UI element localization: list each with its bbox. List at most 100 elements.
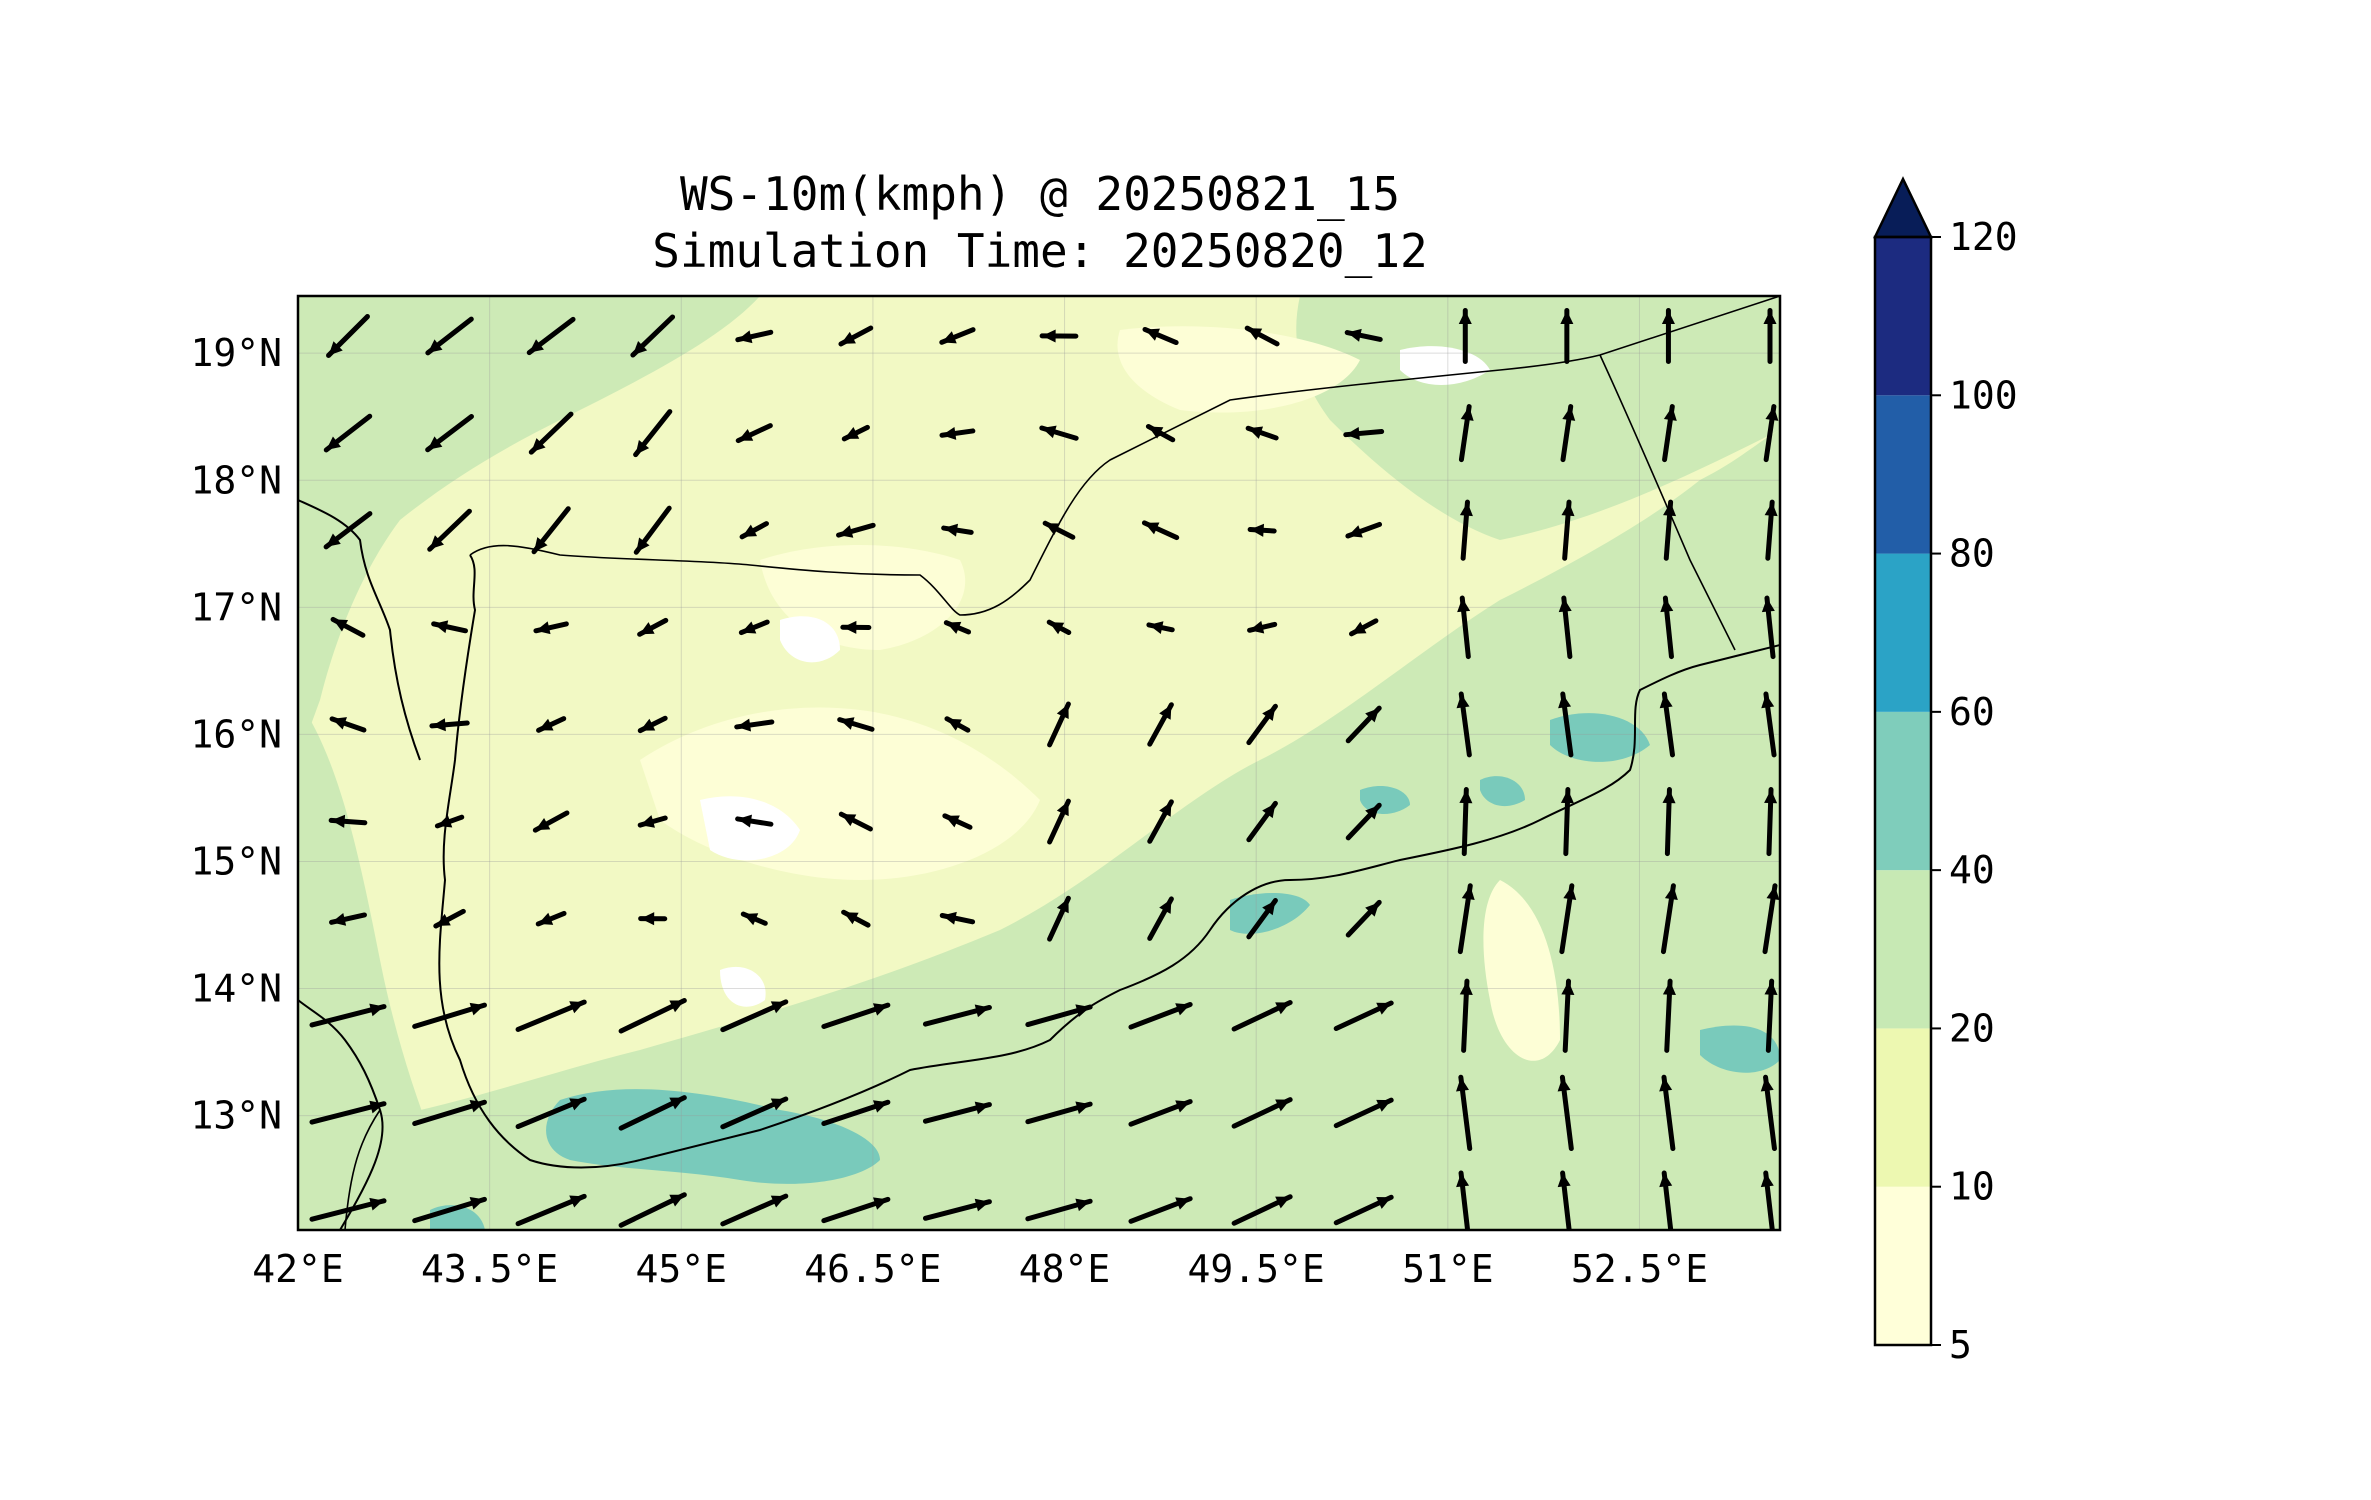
wind-vectors	[309, 307, 1780, 1230]
contour-band-20-40-south	[298, 430, 1780, 1230]
wind-vector	[515, 1193, 587, 1227]
y-tick-label: 19°N	[190, 331, 282, 375]
wind-vector	[412, 1196, 487, 1224]
wind-vector	[1231, 1097, 1293, 1129]
wind-vector	[1761, 595, 1776, 660]
y-tick-label: 15°N	[190, 839, 282, 883]
wind-vector	[412, 1099, 487, 1127]
calm-area-1	[700, 796, 800, 861]
wind-vector	[1147, 896, 1174, 941]
colorbar-tick-label: 60	[1949, 690, 1995, 734]
wind-vector	[821, 1099, 891, 1127]
wind-vector	[1039, 425, 1079, 441]
wind-vector	[836, 522, 876, 538]
colorbar-tick-label: 40	[1949, 848, 1995, 892]
wind-vector	[1558, 691, 1574, 758]
wind-vector	[720, 999, 789, 1033]
wind-vector	[1763, 404, 1779, 463]
title-line-2: Simulation Time: 20250820_12	[652, 224, 1427, 278]
wind-vector	[431, 620, 468, 634]
contour-band-40-60-east-1	[1550, 713, 1650, 762]
wind-vector	[309, 1100, 387, 1125]
wind-vector	[720, 1096, 789, 1130]
wind-vector	[326, 314, 370, 358]
wind-vector	[425, 413, 474, 453]
wind-vector	[1246, 898, 1278, 940]
contour-band-20-40-north	[298, 296, 760, 760]
wind-vector	[630, 314, 676, 358]
wind-vector	[838, 811, 873, 832]
gridlines	[298, 296, 1780, 1230]
wind-vector	[1128, 1001, 1193, 1030]
wind-vector	[1764, 978, 1778, 1053]
wind-vector	[1557, 1170, 1572, 1230]
wind-vector	[1659, 1170, 1674, 1230]
title-line-1: WS-10m(kmph) @ 20250821_15	[680, 167, 1400, 221]
wind-vector	[1560, 787, 1574, 857]
wind-vector	[1558, 595, 1573, 660]
x-tick-label: 43.5°E	[421, 1247, 558, 1291]
colorbar-tick-label: 120	[1949, 215, 2018, 259]
x-tick-label: 48°E	[1019, 1247, 1111, 1291]
wind-vector	[1663, 499, 1677, 561]
wind-vector	[1345, 899, 1382, 938]
wind-vector	[1039, 329, 1079, 343]
y-tick-label: 17°N	[190, 585, 282, 629]
wind-vector	[1047, 701, 1071, 748]
wind-vector	[1561, 978, 1575, 1053]
x-tick-label: 49.5°E	[1188, 1247, 1325, 1291]
wind-vector	[1661, 307, 1675, 365]
contour-band-40-60-east-3	[1360, 785, 1410, 815]
colorbar-segment	[1875, 237, 1931, 396]
wind-vector	[618, 998, 687, 1034]
wind-vector	[433, 908, 466, 929]
wind-vector	[1141, 520, 1180, 541]
wind-vector	[1457, 595, 1471, 660]
wind-vector	[618, 1095, 687, 1131]
x-axis: 42°E 43.5°E 45°E 46.5°E 48°E 49.5°E 51°E 52.5°E	[252, 1247, 1708, 1291]
wind-vector	[1042, 520, 1076, 540]
wind-vector	[939, 327, 976, 345]
wind-vector	[309, 1197, 387, 1222]
wind-vector	[1560, 404, 1576, 463]
colorbar-segment	[1875, 1028, 1931, 1187]
contour-band-5-10-east	[1483, 880, 1560, 1061]
wind-vector	[1456, 691, 1472, 758]
wind-vector	[1458, 404, 1474, 463]
wind-vector	[1762, 883, 1780, 955]
x-tick-label: 45°E	[636, 1247, 728, 1291]
contour-fills	[298, 296, 1780, 1230]
wind-vector	[1147, 799, 1174, 844]
wind-vector	[1333, 1097, 1394, 1129]
colorbar-segment	[1875, 553, 1931, 712]
wind-vector	[526, 316, 576, 356]
colorbar-segment	[1875, 395, 1931, 554]
wind-vector	[1459, 787, 1473, 857]
wind-vector	[1046, 619, 1072, 635]
contour-band-40-60-east-2	[1700, 1025, 1780, 1073]
wind-vector	[434, 814, 465, 829]
wind-vector	[735, 329, 774, 344]
wind-vector	[1345, 802, 1382, 841]
wind-vector	[838, 325, 874, 347]
contour-band-40-60-gulf	[546, 1089, 880, 1184]
wind-vector	[412, 1002, 487, 1029]
wind-vector	[1128, 1099, 1193, 1127]
wind-vector	[1760, 1074, 1777, 1152]
wind-vector	[1246, 703, 1278, 746]
colorbar-tick-label: 20	[1949, 1006, 1995, 1050]
gulf-of-aden-coast	[639, 644, 1780, 1161]
x-tick-label: 46.5°E	[804, 1247, 941, 1291]
colorbar-tick-label: 10	[1949, 1165, 1995, 1209]
wind-vector	[740, 911, 768, 926]
y-tick-label: 14°N	[190, 967, 282, 1011]
wind-vector	[1456, 1170, 1471, 1230]
wind-vector	[1662, 787, 1676, 857]
wind-vector	[821, 1002, 891, 1029]
colorbar-segment	[1875, 711, 1931, 871]
calm-area-2	[780, 616, 840, 663]
wind-vector	[922, 1101, 992, 1124]
wind-vector	[1458, 307, 1472, 365]
wind-vector	[1659, 1074, 1676, 1152]
